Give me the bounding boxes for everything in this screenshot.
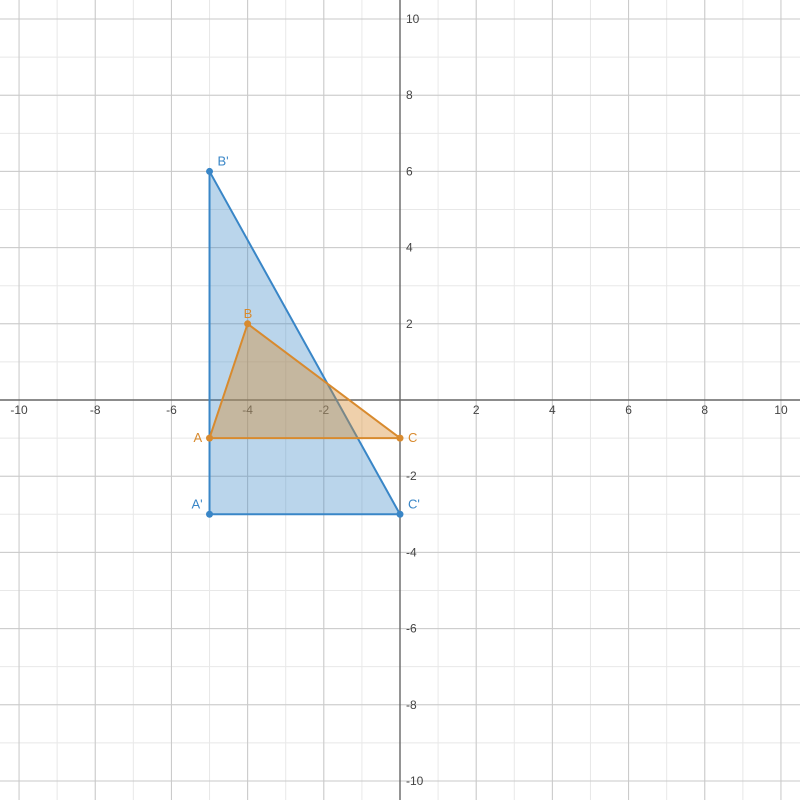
- vertex-marker[interactable]: [397, 435, 404, 442]
- axis-tick-label: 6: [625, 403, 632, 417]
- x-tick-labels: -10-8-6-4-2246810: [10, 403, 788, 417]
- vertex-marker[interactable]: [397, 511, 404, 518]
- triangle-prime[interactable]: A' B' C': [192, 153, 420, 517]
- axis-tick-label: -10: [406, 774, 424, 788]
- vertex-label: A: [194, 430, 203, 445]
- axis-tick-label: 2: [473, 403, 480, 417]
- vertex-marker[interactable]: [206, 168, 213, 175]
- coordinate-plane[interactable]: -10-8-6-4-2246810-10-8-6-4-2246810A'B'C'…: [0, 0, 800, 800]
- vertex-label: C': [408, 496, 420, 511]
- axis-tick-label: -6: [406, 622, 417, 636]
- axis-tick-label: 8: [406, 88, 413, 102]
- axis-tick-label: -8: [406, 698, 417, 712]
- vertex-label: C: [408, 430, 417, 445]
- axis-tick-label: 2: [406, 317, 413, 331]
- axis-tick-label: 8: [701, 403, 708, 417]
- vertex-marker[interactable]: [206, 511, 213, 518]
- vertex-label: B: [244, 306, 253, 321]
- axis-tick-label: 6: [406, 164, 413, 178]
- axes: [0, 0, 800, 800]
- axis-tick-label: 10: [406, 12, 420, 26]
- vertex-marker[interactable]: [244, 320, 251, 327]
- axis-tick-label: 4: [406, 241, 413, 255]
- vertex-label: B': [218, 153, 229, 168]
- vertex-label: A': [192, 496, 203, 511]
- axis-tick-label: 10: [774, 403, 788, 417]
- axis-tick-label: -10: [10, 403, 28, 417]
- polygon[interactable]: [210, 171, 400, 514]
- axis-tick-label: 4: [549, 403, 556, 417]
- axis-tick-label: -2: [406, 469, 417, 483]
- axis-tick-label: -4: [406, 545, 417, 559]
- vertex-marker[interactable]: [206, 435, 213, 442]
- axis-tick-label: -6: [166, 403, 177, 417]
- axis-tick-label: -8: [90, 403, 101, 417]
